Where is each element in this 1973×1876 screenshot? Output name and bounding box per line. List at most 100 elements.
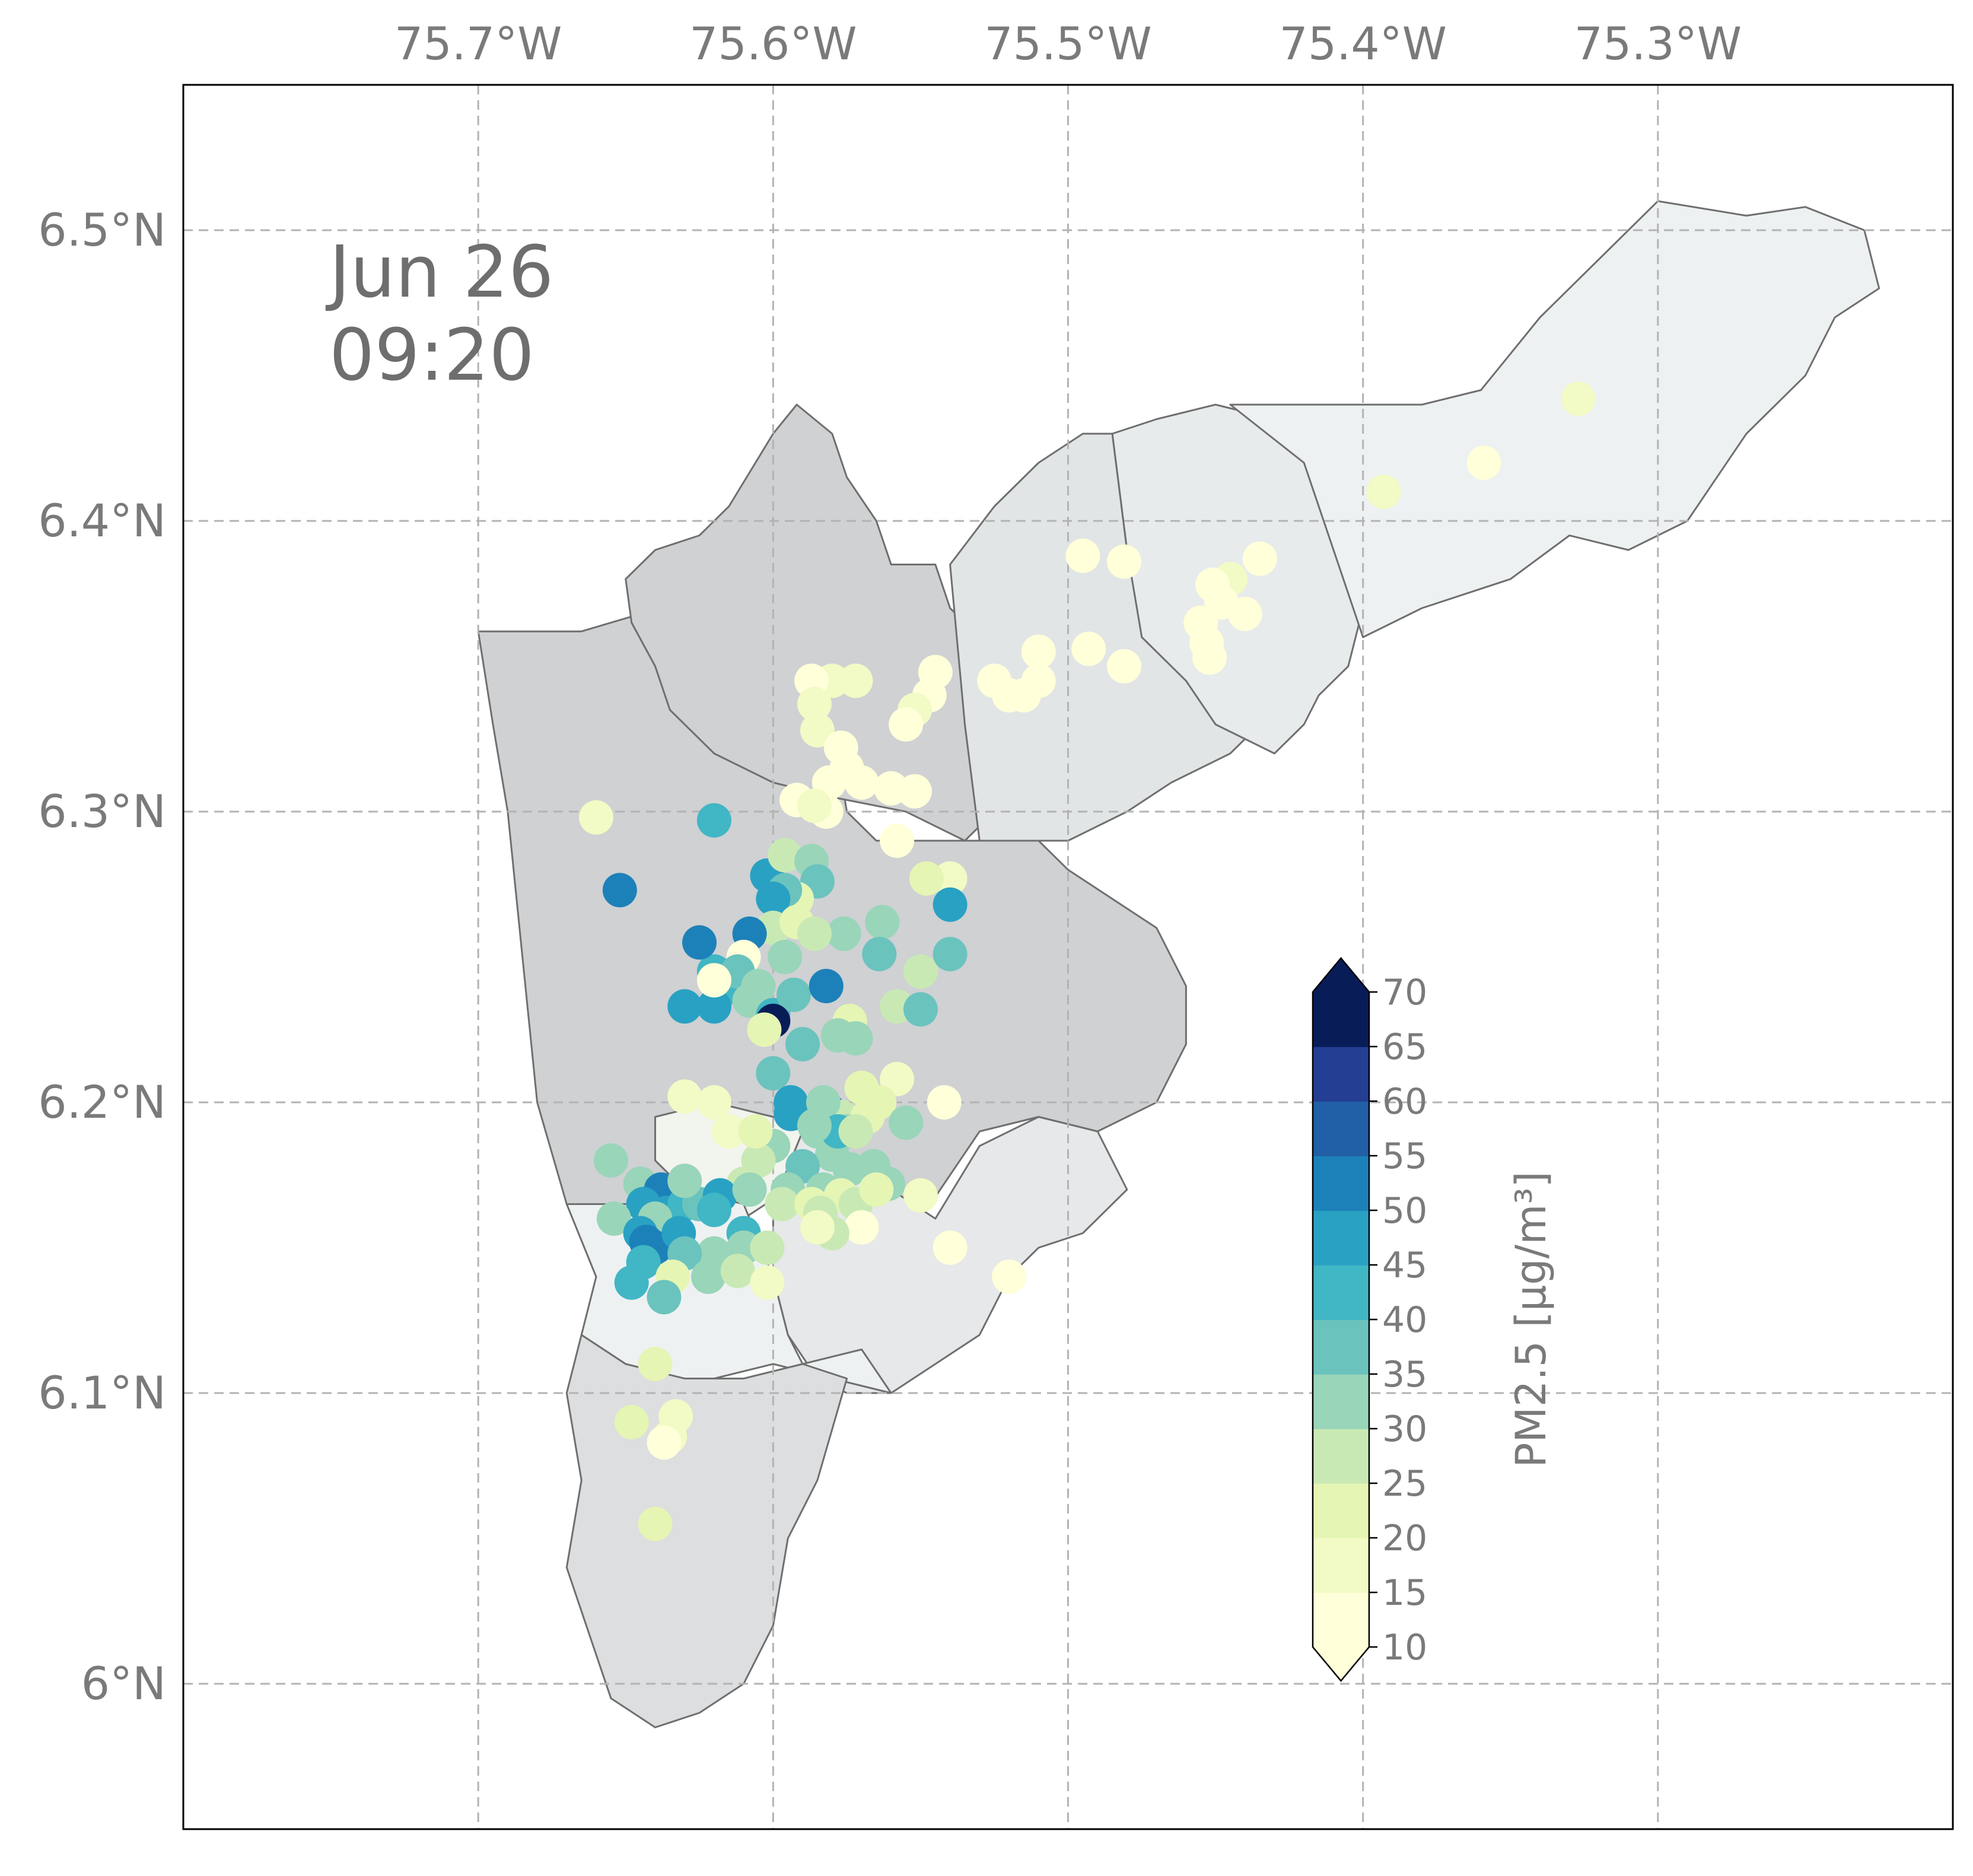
station-marker <box>593 1143 628 1178</box>
station-marker <box>785 1027 820 1061</box>
station-marker <box>747 1012 782 1047</box>
station-marker <box>667 1079 702 1114</box>
latitude-tick-label: 6.1°N <box>38 1366 166 1419</box>
station-marker <box>667 1163 702 1198</box>
station-markers <box>579 381 1596 1541</box>
station-marker <box>797 1108 832 1143</box>
colorbar-tick-label: 45 <box>1382 1245 1427 1286</box>
colorbar-segment <box>1313 1483 1369 1538</box>
station-marker <box>903 1178 938 1213</box>
station-marker <box>691 1260 725 1294</box>
longitude-tick-labels: 75.7°W 75.6°W 75.5°W 75.4°W 75.3°W <box>394 17 1742 70</box>
station-marker <box>1242 541 1277 576</box>
station-marker <box>797 686 832 721</box>
latitude-tick-label: 6.4°N <box>38 494 166 547</box>
colorbar-segment <box>1313 1047 1369 1102</box>
station-marker <box>933 1230 968 1265</box>
station-marker <box>838 1114 873 1149</box>
station-marker <box>880 823 915 858</box>
station-marker <box>614 1405 649 1439</box>
colorbar-tick-label: 40 <box>1382 1299 1427 1341</box>
station-marker <box>732 1172 767 1207</box>
station-marker <box>720 1254 755 1289</box>
station-marker <box>596 1201 631 1236</box>
colorbar-segment <box>1313 1538 1369 1593</box>
station-marker <box>638 1347 673 1381</box>
station-marker <box>682 925 717 960</box>
station-marker <box>903 954 938 989</box>
station-marker <box>844 765 879 800</box>
station-marker <box>933 887 968 922</box>
station-marker <box>1561 381 1596 416</box>
station-marker <box>696 989 731 1024</box>
station-marker <box>738 1114 773 1149</box>
station-marker <box>696 1085 731 1120</box>
station-marker <box>765 1187 800 1222</box>
colorbar-segment <box>1313 1429 1369 1484</box>
station-marker <box>638 1506 673 1541</box>
colorbar-segment <box>1313 1319 1369 1375</box>
colorbar-segment <box>1313 992 1369 1047</box>
station-marker <box>797 788 832 823</box>
colorbar-tick-label: 20 <box>1382 1518 1427 1559</box>
station-marker <box>777 977 812 1012</box>
region-north-east-3 <box>1229 200 1880 638</box>
colorbar-tick-label: 15 <box>1382 1572 1427 1614</box>
colorbar: 10 15 20 25 30 35 40 45 50 55 60 65 70 PM2.5 [µg/m³] <box>1312 957 1555 1682</box>
station-marker <box>820 1018 855 1053</box>
colorbar-tick-label: 35 <box>1382 1354 1427 1395</box>
station-marker <box>756 882 791 916</box>
station-marker <box>696 803 731 838</box>
latitude-tick-label: 6.5°N <box>38 204 166 256</box>
station-marker <box>927 1085 962 1120</box>
station-marker <box>1227 596 1262 631</box>
station-marker <box>750 1230 785 1265</box>
station-marker <box>903 992 938 1027</box>
station-marker <box>826 916 861 951</box>
station-marker <box>992 678 1027 713</box>
latitude-tick-label: 6.2°N <box>38 1076 166 1128</box>
station-marker <box>1021 634 1056 669</box>
station-marker <box>800 713 835 748</box>
station-marker <box>1065 538 1100 573</box>
colorbar-segment <box>1313 1592 1369 1648</box>
station-marker <box>797 916 832 951</box>
latitude-tick-label: 6°N <box>81 1657 166 1710</box>
station-marker <box>579 800 613 835</box>
latitude-tick-labels: 6.5°N 6.4°N 6.3°N 6.2°N 6.1°N 6°N <box>38 204 166 1710</box>
station-marker <box>741 1143 776 1178</box>
station-marker <box>696 963 731 998</box>
colorbar-extend-max <box>1313 958 1369 992</box>
colorbar-tick-label: 30 <box>1382 1408 1427 1450</box>
station-marker <box>1107 649 1141 683</box>
map-frame <box>182 84 1954 1830</box>
station-marker <box>1466 446 1501 480</box>
colorbar-tick-label: 60 <box>1382 1081 1427 1123</box>
station-marker <box>889 1105 924 1140</box>
colorbar-extend-min <box>1313 1647 1369 1681</box>
longitude-tick-label: 75.6°W <box>689 17 857 70</box>
station-marker <box>865 905 900 940</box>
colorbar-segment <box>1313 1210 1369 1265</box>
colorbar-title: PM2.5 [µg/m³] <box>1507 1171 1555 1468</box>
colorbar-segment <box>1313 1156 1369 1211</box>
station-marker <box>750 1265 785 1300</box>
station-marker <box>647 1425 682 1460</box>
latitude-tick-label: 6.3°N <box>38 785 166 838</box>
station-marker <box>1192 640 1227 675</box>
longitude-tick-label: 75.4°W <box>1279 17 1446 70</box>
colorbar-tick-label: 25 <box>1382 1463 1427 1505</box>
colorbar-segment <box>1313 1101 1369 1156</box>
station-marker <box>898 774 932 809</box>
colorbar-tick-label: 50 <box>1382 1190 1427 1232</box>
station-marker <box>696 1193 731 1228</box>
station-marker <box>1366 475 1401 509</box>
station-marker <box>859 1172 894 1207</box>
station-marker <box>768 940 803 974</box>
date-label: Jun 26 <box>325 231 553 314</box>
colorbar-tick-label: 55 <box>1382 1136 1427 1177</box>
colorbar-tick-label: 65 <box>1382 1026 1427 1068</box>
station-marker <box>602 873 637 908</box>
station-marker <box>711 1114 746 1149</box>
